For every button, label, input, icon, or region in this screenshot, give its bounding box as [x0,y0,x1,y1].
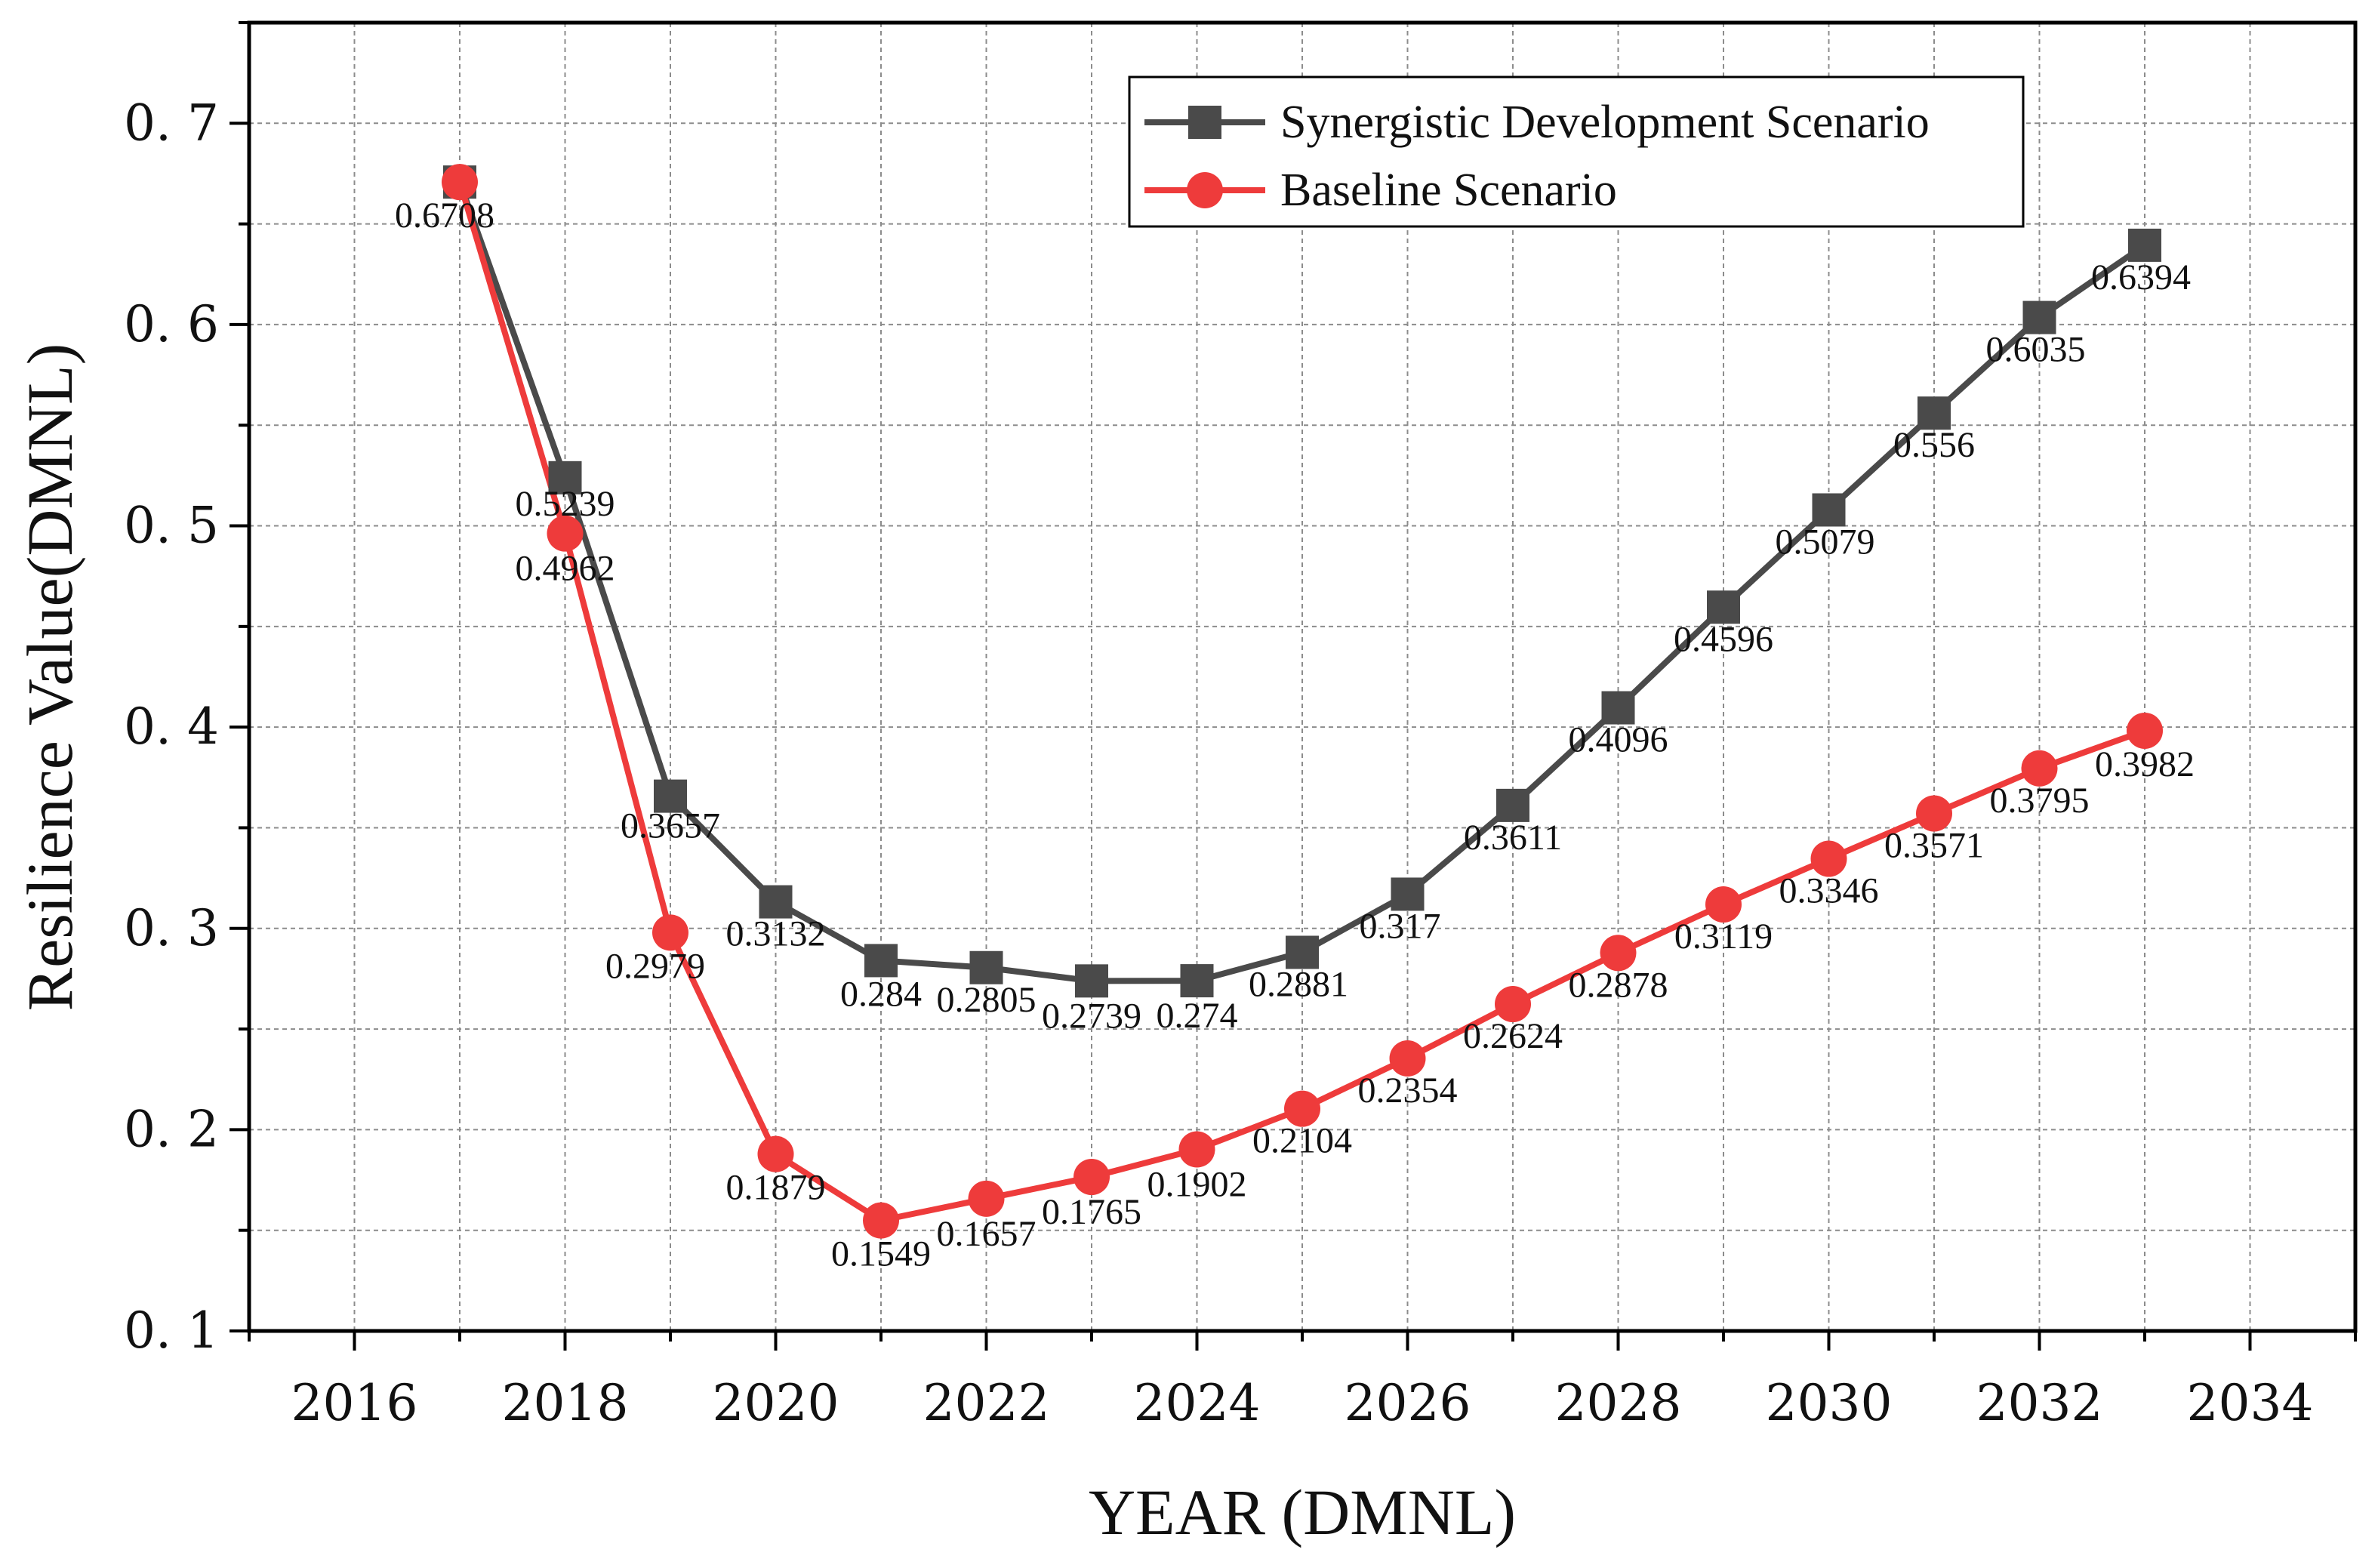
x-tick-label: 2024 [1134,1374,1261,1432]
data-point-synergistic [1391,877,1425,911]
data-point-synergistic [654,779,687,813]
data-point-baseline [2127,712,2163,749]
data-point-baseline [1916,795,1952,832]
data-label: 0.2881 [1249,964,1348,1004]
data-label: 0.3611 [1464,818,1562,858]
axes: 2016 2018 2020 2022 2024 2026 2028 2030 2032 2034… [124,21,2357,1432]
data-label: 0.2805 [937,980,1037,1020]
data-point-baseline [2021,750,2058,787]
y-tick-label: 0. 4 [124,698,219,756]
data-label: 0.6394 [2091,257,2191,297]
data-label: 0.3571 [1884,826,1984,866]
y-tick-label: 0. 5 [124,497,219,555]
data-label: 0.2104 [1252,1121,1352,1161]
data-label: 0.2739 [1042,996,1141,1036]
data-point-synergistic [1496,788,1529,822]
x-tick-label: 2026 [1345,1374,1471,1432]
data-label: 0.274 [1157,996,1238,1036]
data-label: 0.1902 [1147,1165,1247,1205]
legend-marker-square [1188,106,1221,139]
data-label: 0.3982 [2095,744,2195,784]
data-label: 0.1657 [937,1214,1037,1254]
x-tick-label: 2034 [2187,1374,2314,1432]
data-label: 0.317 [1360,906,1441,946]
data-label: 0.3346 [1779,871,1879,911]
data-label: 0.5239 [516,484,615,524]
data-label: 0.3119 [1674,916,1773,957]
data-point-synergistic [759,885,793,919]
y-tick-label: 0. 3 [124,899,219,957]
legend-box [1128,75,2025,228]
data-label: 0.284 [840,974,922,1014]
data-point-baseline [968,1180,1005,1217]
y-tick-label: 0. 7 [124,94,219,152]
x-axis-title: YEAR (DMNL) [1089,1476,1516,1548]
y-tick-label: 0. 2 [124,1100,219,1158]
data-point-synergistic [1707,590,1740,624]
x-tick-label: 2028 [1555,1374,1682,1432]
data-point-synergistic [1917,396,1951,430]
data-point-synergistic [2022,300,2056,334]
data-label: 0.5079 [1776,522,1875,562]
data-label: 0.1765 [1042,1192,1141,1232]
data-point-synergistic [2128,228,2161,262]
data-label: 0.2979 [605,946,705,986]
data-label: 0.2624 [1463,1016,1563,1056]
data-point-synergistic [1601,691,1635,725]
data-point-baseline [863,1202,899,1239]
x-tick-label: 2020 [713,1374,839,1432]
data-point-baseline [1810,840,1847,877]
data-point-baseline [1389,1040,1426,1077]
data-point-baseline [442,164,478,201]
data-point-synergistic [1812,493,1846,527]
data-label: 0.1879 [726,1168,826,1208]
x-tick-label: 2022 [923,1374,1050,1432]
data-point-baseline [1284,1090,1320,1127]
data-label: 0.1549 [831,1234,931,1274]
data-point-baseline [757,1135,794,1172]
data-label: 0.4596 [1674,619,1773,659]
data-label: 0.556 [1893,425,1975,465]
data-label: 0.3795 [1990,781,2090,821]
data-point-synergistic [548,461,582,494]
x-tick-label: 2030 [1766,1374,1893,1432]
data-point-synergistic [1075,964,1108,998]
data-point-baseline [1495,986,1531,1023]
data-point-synergistic [969,950,1003,984]
data-point-baseline [1705,886,1742,923]
legend: Synergistic Development Scenario Baseline… [1128,75,2025,228]
y-axis-title: Resilience Value(DMNL) [14,343,86,1011]
data-label: 0.2354 [1358,1070,1458,1111]
data-point-synergistic [1180,964,1214,998]
data-label: 0.6708 [395,196,494,236]
data-labels: 0.5239 0.3657 0.3132 0.284 0.2805 0.2739 0.274… [395,196,2195,1274]
legend-marker-circle [1187,172,1223,208]
x-tick-label: 2018 [502,1374,629,1432]
data-label: 0.2878 [1569,965,1668,1005]
data-label: 0.4962 [516,549,615,589]
data-point-baseline [1178,1131,1215,1168]
data-label: 0.3657 [621,806,720,846]
x-tick-label: 2016 [291,1374,418,1432]
data-point-baseline [1600,935,1637,972]
data-point-baseline [1073,1159,1110,1196]
series [442,164,2163,1239]
data-label: 0.3132 [726,914,826,954]
data-point-synergistic [864,944,898,978]
legend-label: Synergistic Development Scenario [1280,97,1930,148]
y-tick-label: 0. 1 [124,1302,219,1360]
data-label: 0.6035 [1986,330,2086,370]
data-label: 0.4096 [1569,720,1668,760]
x-tick-label: 2032 [1976,1374,2103,1432]
y-tick-label: 0. 6 [124,295,219,353]
legend-label: Baseline Scenario [1280,165,1617,216]
data-point-synergistic [1286,935,1319,969]
data-point-baseline [652,914,688,951]
data-point-baseline [547,515,584,552]
grid [249,23,2355,1331]
